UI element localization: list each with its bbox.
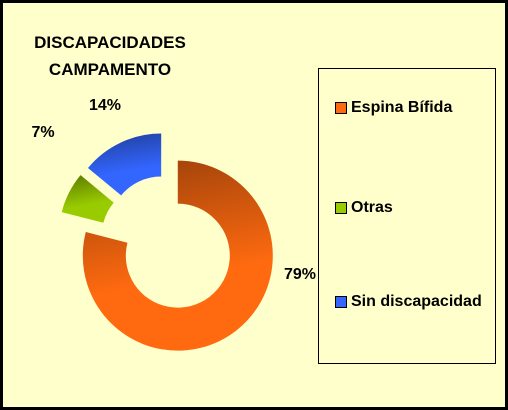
- legend-label: Espina Bífida: [351, 99, 453, 116]
- legend-entry: Sin discapacidad: [335, 291, 485, 313]
- data-label: 79%: [284, 266, 316, 283]
- legend-swatch: [335, 102, 347, 114]
- legend-entry: Otras: [335, 197, 485, 219]
- donut-segment: [87, 133, 162, 196]
- legend-swatch: [335, 202, 347, 214]
- legend-entry: Espina Bífida: [335, 97, 485, 119]
- data-label: 14%: [89, 97, 121, 114]
- legend-label: Otras: [351, 199, 393, 216]
- chart-title: DISCAPACIDADES CAMPAMENTO: [34, 33, 186, 79]
- legend: Espina Bífida Otras Sin discapacidad: [318, 68, 496, 364]
- legend-swatch: [335, 296, 347, 308]
- donut-segment: [82, 160, 273, 351]
- data-label: 7%: [31, 124, 54, 141]
- legend-label: Sin discapacidad: [351, 293, 482, 310]
